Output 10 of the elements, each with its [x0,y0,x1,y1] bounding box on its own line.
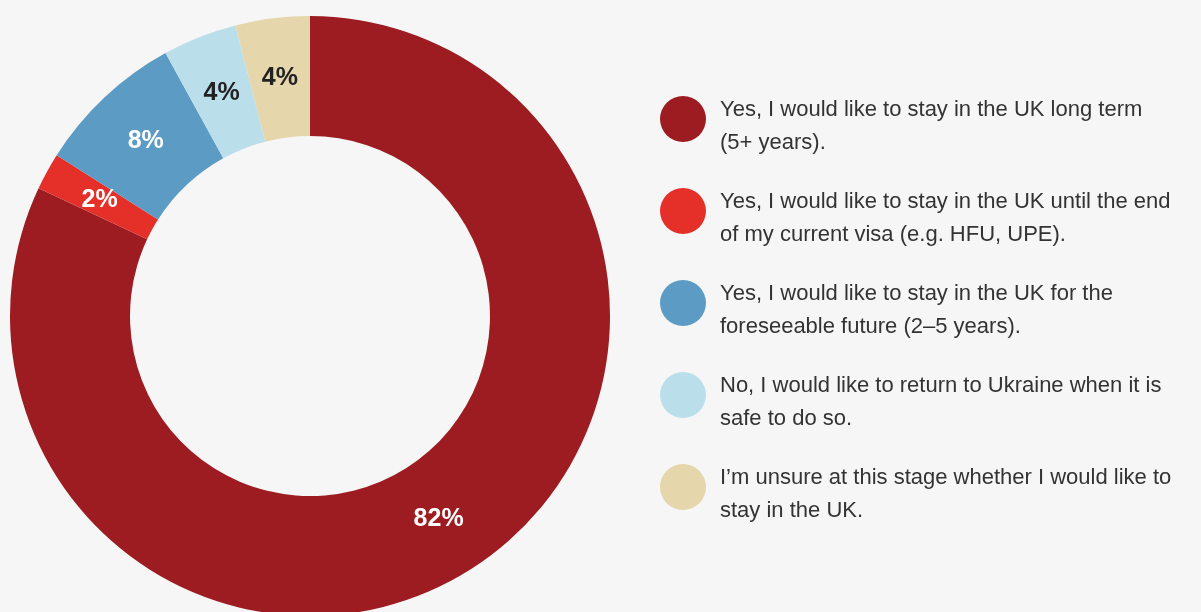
legend-label: Yes, I would like to stay in the UK until the end of my current visa (e.g. HFU, UPE). [720,187,1172,248]
legend-label: Yes, I would like to stay in the UK long term (5+ years). [720,95,1144,156]
data-label: 2% [81,184,118,213]
legend-label: No, I would like to return to Ukraine when it is safe to do so. [720,371,1163,432]
data-label: 4% [261,61,298,90]
data-label: 8% [127,124,164,153]
legend-label: Yes, I would like to stay in the UK for the foreseeable future (2–5 years). [720,279,1114,340]
legend-label: I’m unsure at this stage whether I would like to stay in the UK. [720,463,1173,524]
data-label: 4% [203,76,240,105]
data-label: 82% [413,502,464,531]
